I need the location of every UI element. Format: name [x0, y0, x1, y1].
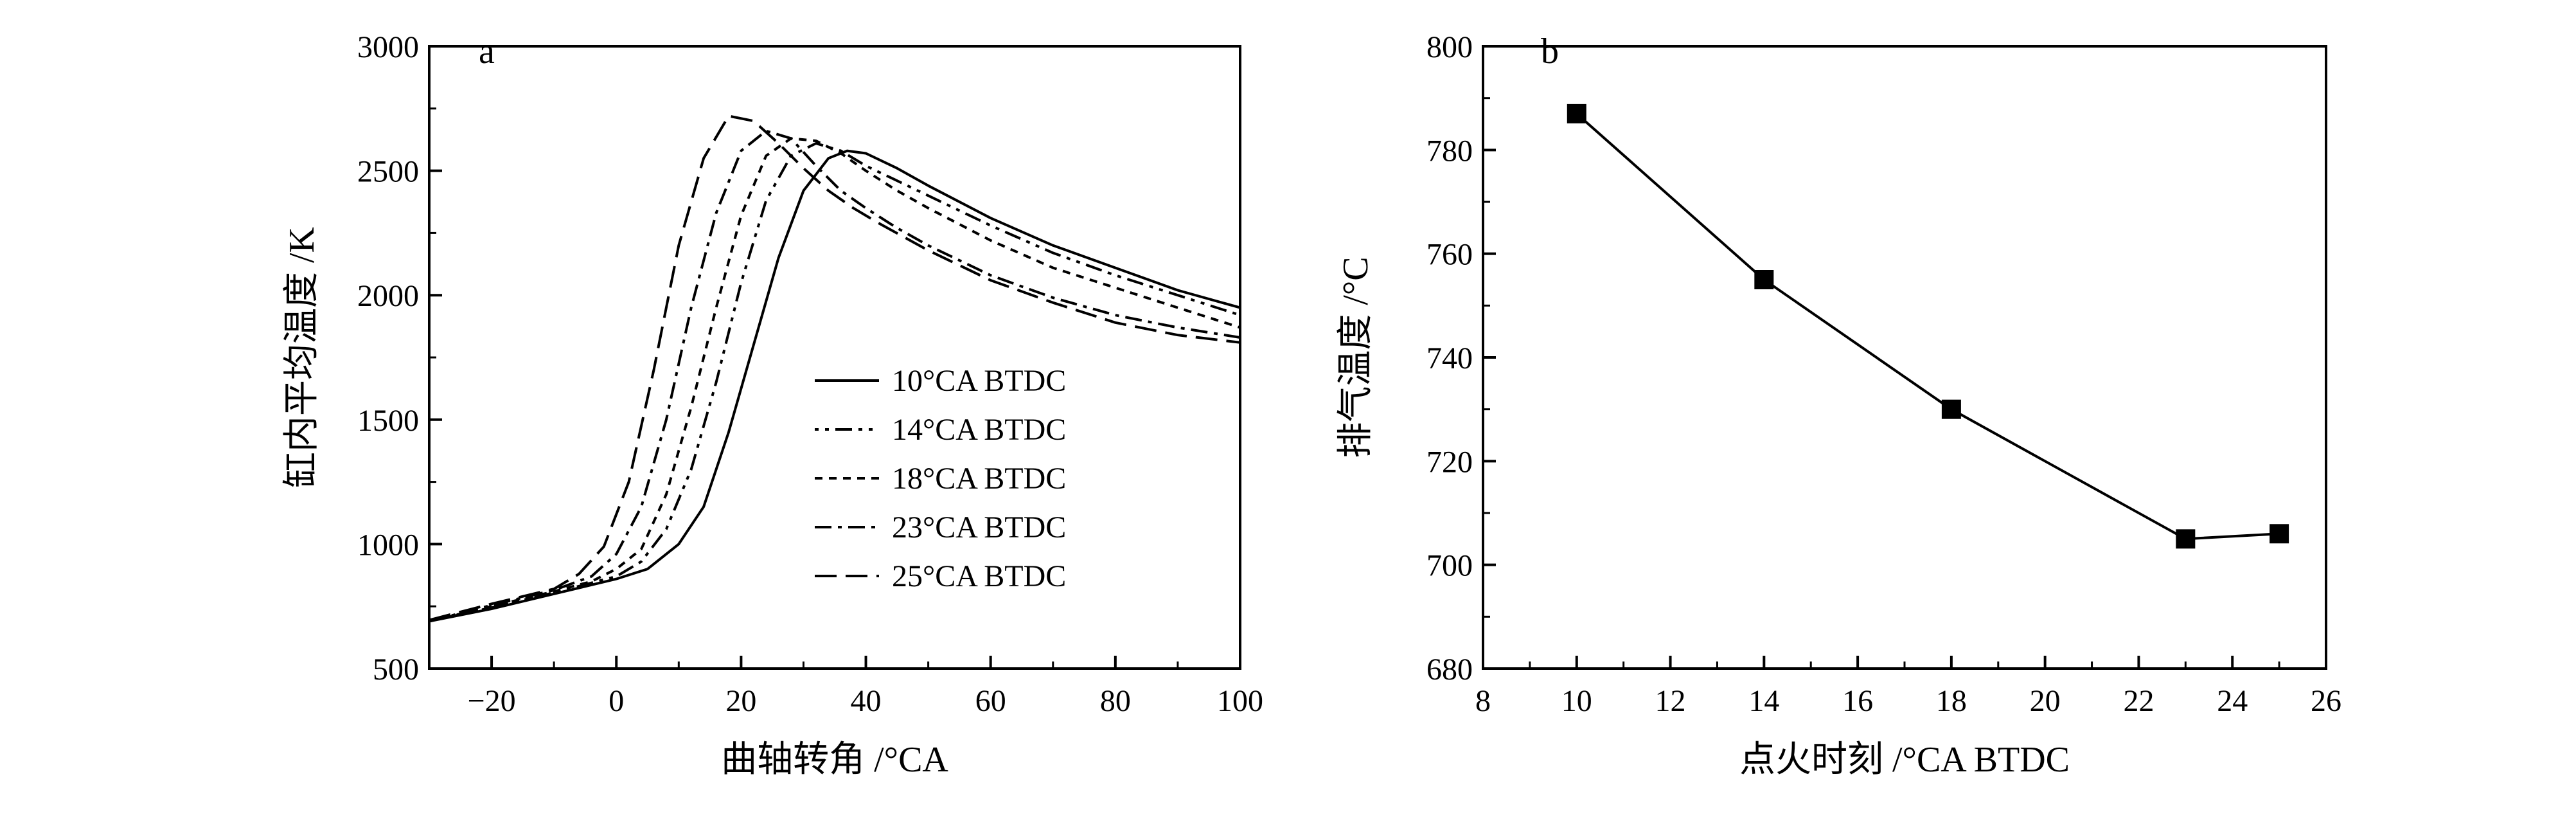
chart-a-legend-label: 23°CA BTDC: [892, 510, 1066, 544]
chart-a-legend-label: 25°CA BTDC: [892, 559, 1066, 593]
chart-b-y-tick-label: 760: [1426, 238, 1473, 272]
chart-b-y-tick-label: 740: [1426, 341, 1473, 375]
chart-a-series-line-2: [429, 142, 1241, 623]
chart-b-lines: [1567, 104, 2289, 549]
chart-a-x-tick-label: 20: [725, 684, 756, 718]
chart-a-x-tick-label: 40: [851, 684, 882, 718]
chart-b-series-line-1: [1576, 113, 2280, 541]
chart-b-data-point: [2176, 529, 2196, 549]
chart-a-panel-label: a: [479, 32, 495, 71]
chart-b-data-point: [2270, 524, 2289, 544]
chart-b-x-tick-label: 10: [1561, 684, 1592, 718]
chart-a-y-tick-label: 1500: [357, 404, 419, 438]
chart-b-plot-frame: [1482, 45, 2327, 670]
chart-b-panel-label: b: [1541, 32, 1559, 71]
chart-a-y-tick-label: 500: [373, 652, 419, 687]
chart-b-data-point: [1941, 399, 1961, 419]
chart-b-x-tick-label: 24: [2217, 684, 2248, 718]
chart-a-legend-label: 10°CA BTDC: [892, 364, 1066, 398]
chart-b-x-axis-label: 点火时刻 /°CA BTDC: [1739, 740, 2070, 780]
chart-b-x-tick-label: 26: [2311, 684, 2341, 718]
chart-a-series-line-4: [429, 129, 1241, 623]
chart-a-legend-label: 14°CA BTDC: [892, 413, 1066, 447]
chart-a-y-tick-label: 2500: [357, 155, 419, 189]
chart-a-legend: 10°CA BTDC 14°CA BTDC 18°CA BTDC 23°CA BTDC…: [815, 364, 1066, 593]
chart-a-series-line-3: [429, 137, 1241, 623]
chart-b-data-point: [1567, 104, 1586, 123]
chart-a-lines: [429, 114, 1241, 623]
chart-b-x-tick-label: 12: [1655, 684, 1686, 718]
chart-b-ticks: 8 10 12 14 16 18 20 22 24 26 680 700 720 740 760 780 800: [1426, 30, 2341, 718]
chart-a-y-tick-label: 3000: [357, 30, 419, 64]
chart-a-y-tick-label: 1000: [357, 528, 419, 562]
chart-a-y-tick-label: 2000: [357, 279, 419, 313]
chart-b-y-tick-label: 720: [1426, 445, 1473, 479]
chart-a-x-tick-label: 0: [608, 684, 624, 718]
chart-b-data-point: [1754, 270, 1774, 289]
chart-a-x-tick-label: −20: [468, 684, 516, 718]
chart-a-x-tick-label: 60: [975, 684, 1006, 718]
chart-b-x-tick-label: 22: [2123, 684, 2154, 718]
chart-b-x-tick-label: 16: [1842, 684, 1873, 718]
chart-b-y-axis-label: 排气温度 /°C: [1336, 256, 1376, 458]
chart-a-x-tick-label: 80: [1100, 684, 1131, 718]
chart-b-x-tick-label: 14: [1748, 684, 1779, 718]
chart-a-legend-label: 18°CA BTDC: [892, 462, 1066, 496]
chart-a-y-axis-label: 缸内平均温度 /K: [282, 227, 322, 488]
chart-b-x-tick-label: 8: [1475, 684, 1491, 718]
chart-a-series-line-5: [429, 114, 1241, 622]
chart-b-y-tick-label: 680: [1426, 652, 1473, 687]
chart-a-ticks: −20 0 20 40 60 80 100 500 1000 1500 2000 2500 3000: [357, 30, 1263, 718]
chart-b-y-tick-label: 780: [1426, 134, 1473, 168]
chart-a-series-line-1: [429, 149, 1241, 623]
chart-b-x-tick-label: 18: [1936, 684, 1967, 718]
chart-b-y-tick-label: 700: [1426, 549, 1473, 583]
chart-a: −20 0 20 40 60 80 100 500 1000 1500 2000 2500 3000 a…: [282, 30, 1263, 780]
chart-b: 8 10 12 14 16 18 20 22 24 26 680 700 720 740 760 780 800…: [1336, 30, 2341, 780]
chart-b-y-tick-label: 800: [1426, 30, 1473, 64]
chart-a-x-axis-label: 曲轴转角 /°CA: [721, 740, 948, 780]
chart-b-x-tick-label: 20: [2030, 684, 2061, 718]
chart-a-x-tick-label: 100: [1217, 684, 1263, 718]
